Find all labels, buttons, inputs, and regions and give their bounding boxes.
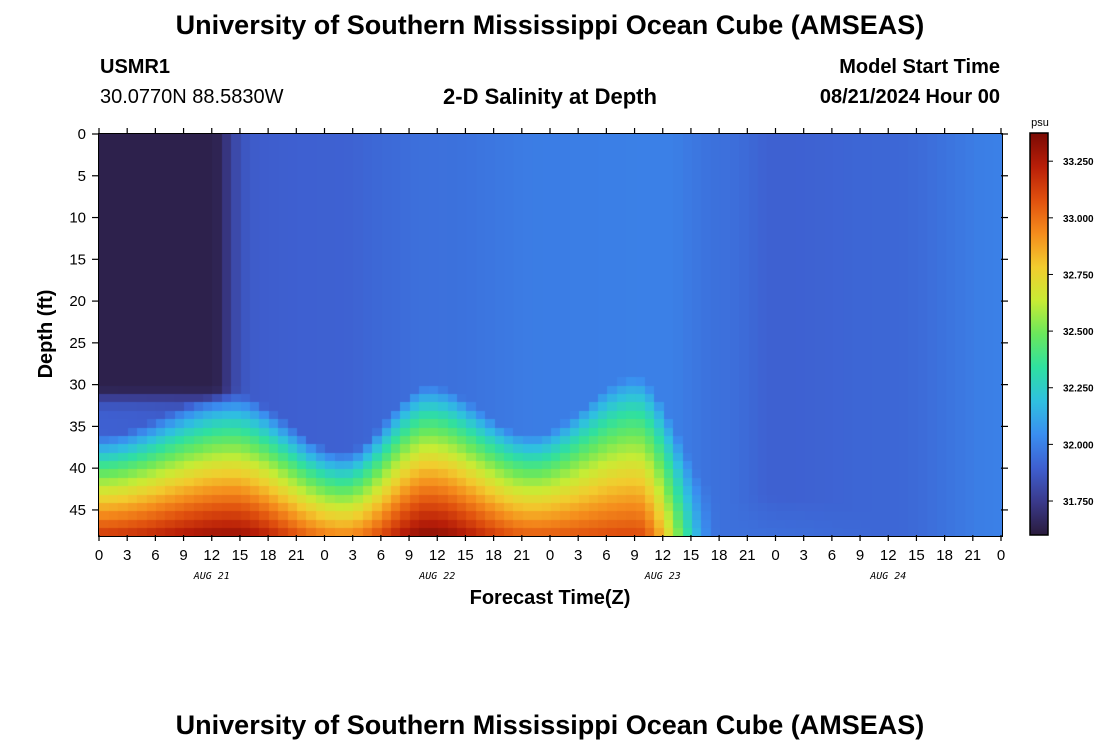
- x-tick-label: 3: [800, 547, 808, 564]
- x-tick-label: 0: [546, 547, 554, 564]
- x-tick-label: 3: [349, 547, 357, 564]
- y-tick-label: 30: [69, 377, 86, 394]
- x-tick-label: 15: [683, 547, 700, 564]
- footer-title: University of Southern Mississippi Ocean…: [175, 710, 925, 740]
- station-coordinates: 30.0770N 88.5830W: [100, 86, 284, 108]
- colorbar-tick-label: 33.250: [1063, 157, 1094, 168]
- x-tick-label: 6: [602, 547, 610, 564]
- plot-subtitle: 2-D Salinity at Depth: [443, 84, 657, 109]
- x-tick-label: 15: [908, 547, 925, 564]
- x-tick-label: 15: [232, 547, 249, 564]
- y-tick-label: 25: [69, 335, 86, 352]
- y-axis: 0 5 10 15 20 25 30 35 40 45: [69, 126, 1008, 519]
- colorbar-tick-label: 33.000: [1063, 214, 1094, 225]
- salinity-heatmap: [99, 134, 1002, 536]
- x-tick-label: 9: [856, 547, 864, 564]
- x-axis: 0 3 6 9 12 15 18 21 0 3 6 9 12 15 18 21 0 3 6 9 12 15 18 21 0 3 6 9…: [95, 128, 1005, 582]
- x-tick-label: 12: [880, 547, 897, 564]
- x-tick-label: 9: [179, 547, 187, 564]
- x-tick-label: 6: [377, 547, 385, 564]
- x-tick-label: 0: [95, 547, 103, 564]
- colorbar-gradient: [1029, 132, 1049, 536]
- day-label: AUG 24: [869, 571, 906, 582]
- y-tick-label: 15: [69, 251, 86, 268]
- colorbar-tick-label: 31.750: [1063, 497, 1094, 508]
- y-tick-label: 45: [69, 502, 86, 519]
- x-tick-label: 6: [828, 547, 836, 564]
- y-tick-label: 20: [69, 293, 86, 310]
- x-tick-label: 12: [429, 547, 446, 564]
- colorbar-tick-label: 32.000: [1063, 440, 1094, 451]
- model-start-label: Model Start Time: [839, 56, 1000, 78]
- y-tick-label: 10: [69, 210, 86, 227]
- x-tick-label: 3: [123, 547, 131, 564]
- x-tick-label: 18: [260, 547, 277, 564]
- x-tick-label: 18: [485, 547, 502, 564]
- y-axis-title: Depth (ft): [35, 290, 57, 379]
- x-tick-label: 12: [654, 547, 671, 564]
- colorbar-tick-label: 32.750: [1063, 270, 1094, 281]
- x-tick-label: 12: [203, 547, 220, 564]
- day-label: AUG 22: [418, 571, 455, 582]
- y-tick-label: 35: [69, 418, 86, 435]
- x-axis-title: Forecast Time(Z): [470, 587, 631, 609]
- colorbar: psu 31.750 32.000 32.250 32.500 32.750 33.000…: [1029, 117, 1094, 536]
- x-tick-label: 18: [936, 547, 953, 564]
- colorbar-unit: psu: [1031, 117, 1049, 129]
- x-tick-label: 0: [320, 547, 328, 564]
- y-tick-label: 5: [78, 168, 86, 185]
- heatmap-plot-area: [98, 133, 1003, 537]
- x-tick-label: 21: [964, 547, 981, 564]
- y-tick-label: 0: [78, 126, 86, 143]
- colorbar-tick-label: 32.250: [1063, 384, 1094, 395]
- x-tick-label: 3: [574, 547, 582, 564]
- x-tick-label: 21: [288, 547, 305, 564]
- x-tick-label: 21: [513, 547, 530, 564]
- x-tick-label: 21: [739, 547, 756, 564]
- x-tick-label: 9: [405, 547, 413, 564]
- y-tick-label: 40: [69, 460, 86, 477]
- x-tick-label: 0: [997, 547, 1005, 564]
- x-tick-label: 9: [630, 547, 638, 564]
- day-label: AUG 23: [644, 571, 681, 582]
- colorbar-tick-label: 32.500: [1063, 327, 1094, 338]
- model-start-value: 08/21/2024 Hour 00: [819, 86, 1000, 108]
- station-id: USMR1: [100, 56, 171, 78]
- x-tick-label: 0: [771, 547, 779, 564]
- day-label: AUG 21: [193, 571, 230, 582]
- x-tick-label: 15: [457, 547, 474, 564]
- chart-title: University of Southern Mississippi Ocean…: [175, 10, 925, 40]
- colorbar-ticks: 31.750 32.000 32.250 32.500 32.750 33.000 33.2…: [1048, 157, 1094, 508]
- x-tick-label: 6: [151, 547, 159, 564]
- x-tick-label: 18: [711, 547, 728, 564]
